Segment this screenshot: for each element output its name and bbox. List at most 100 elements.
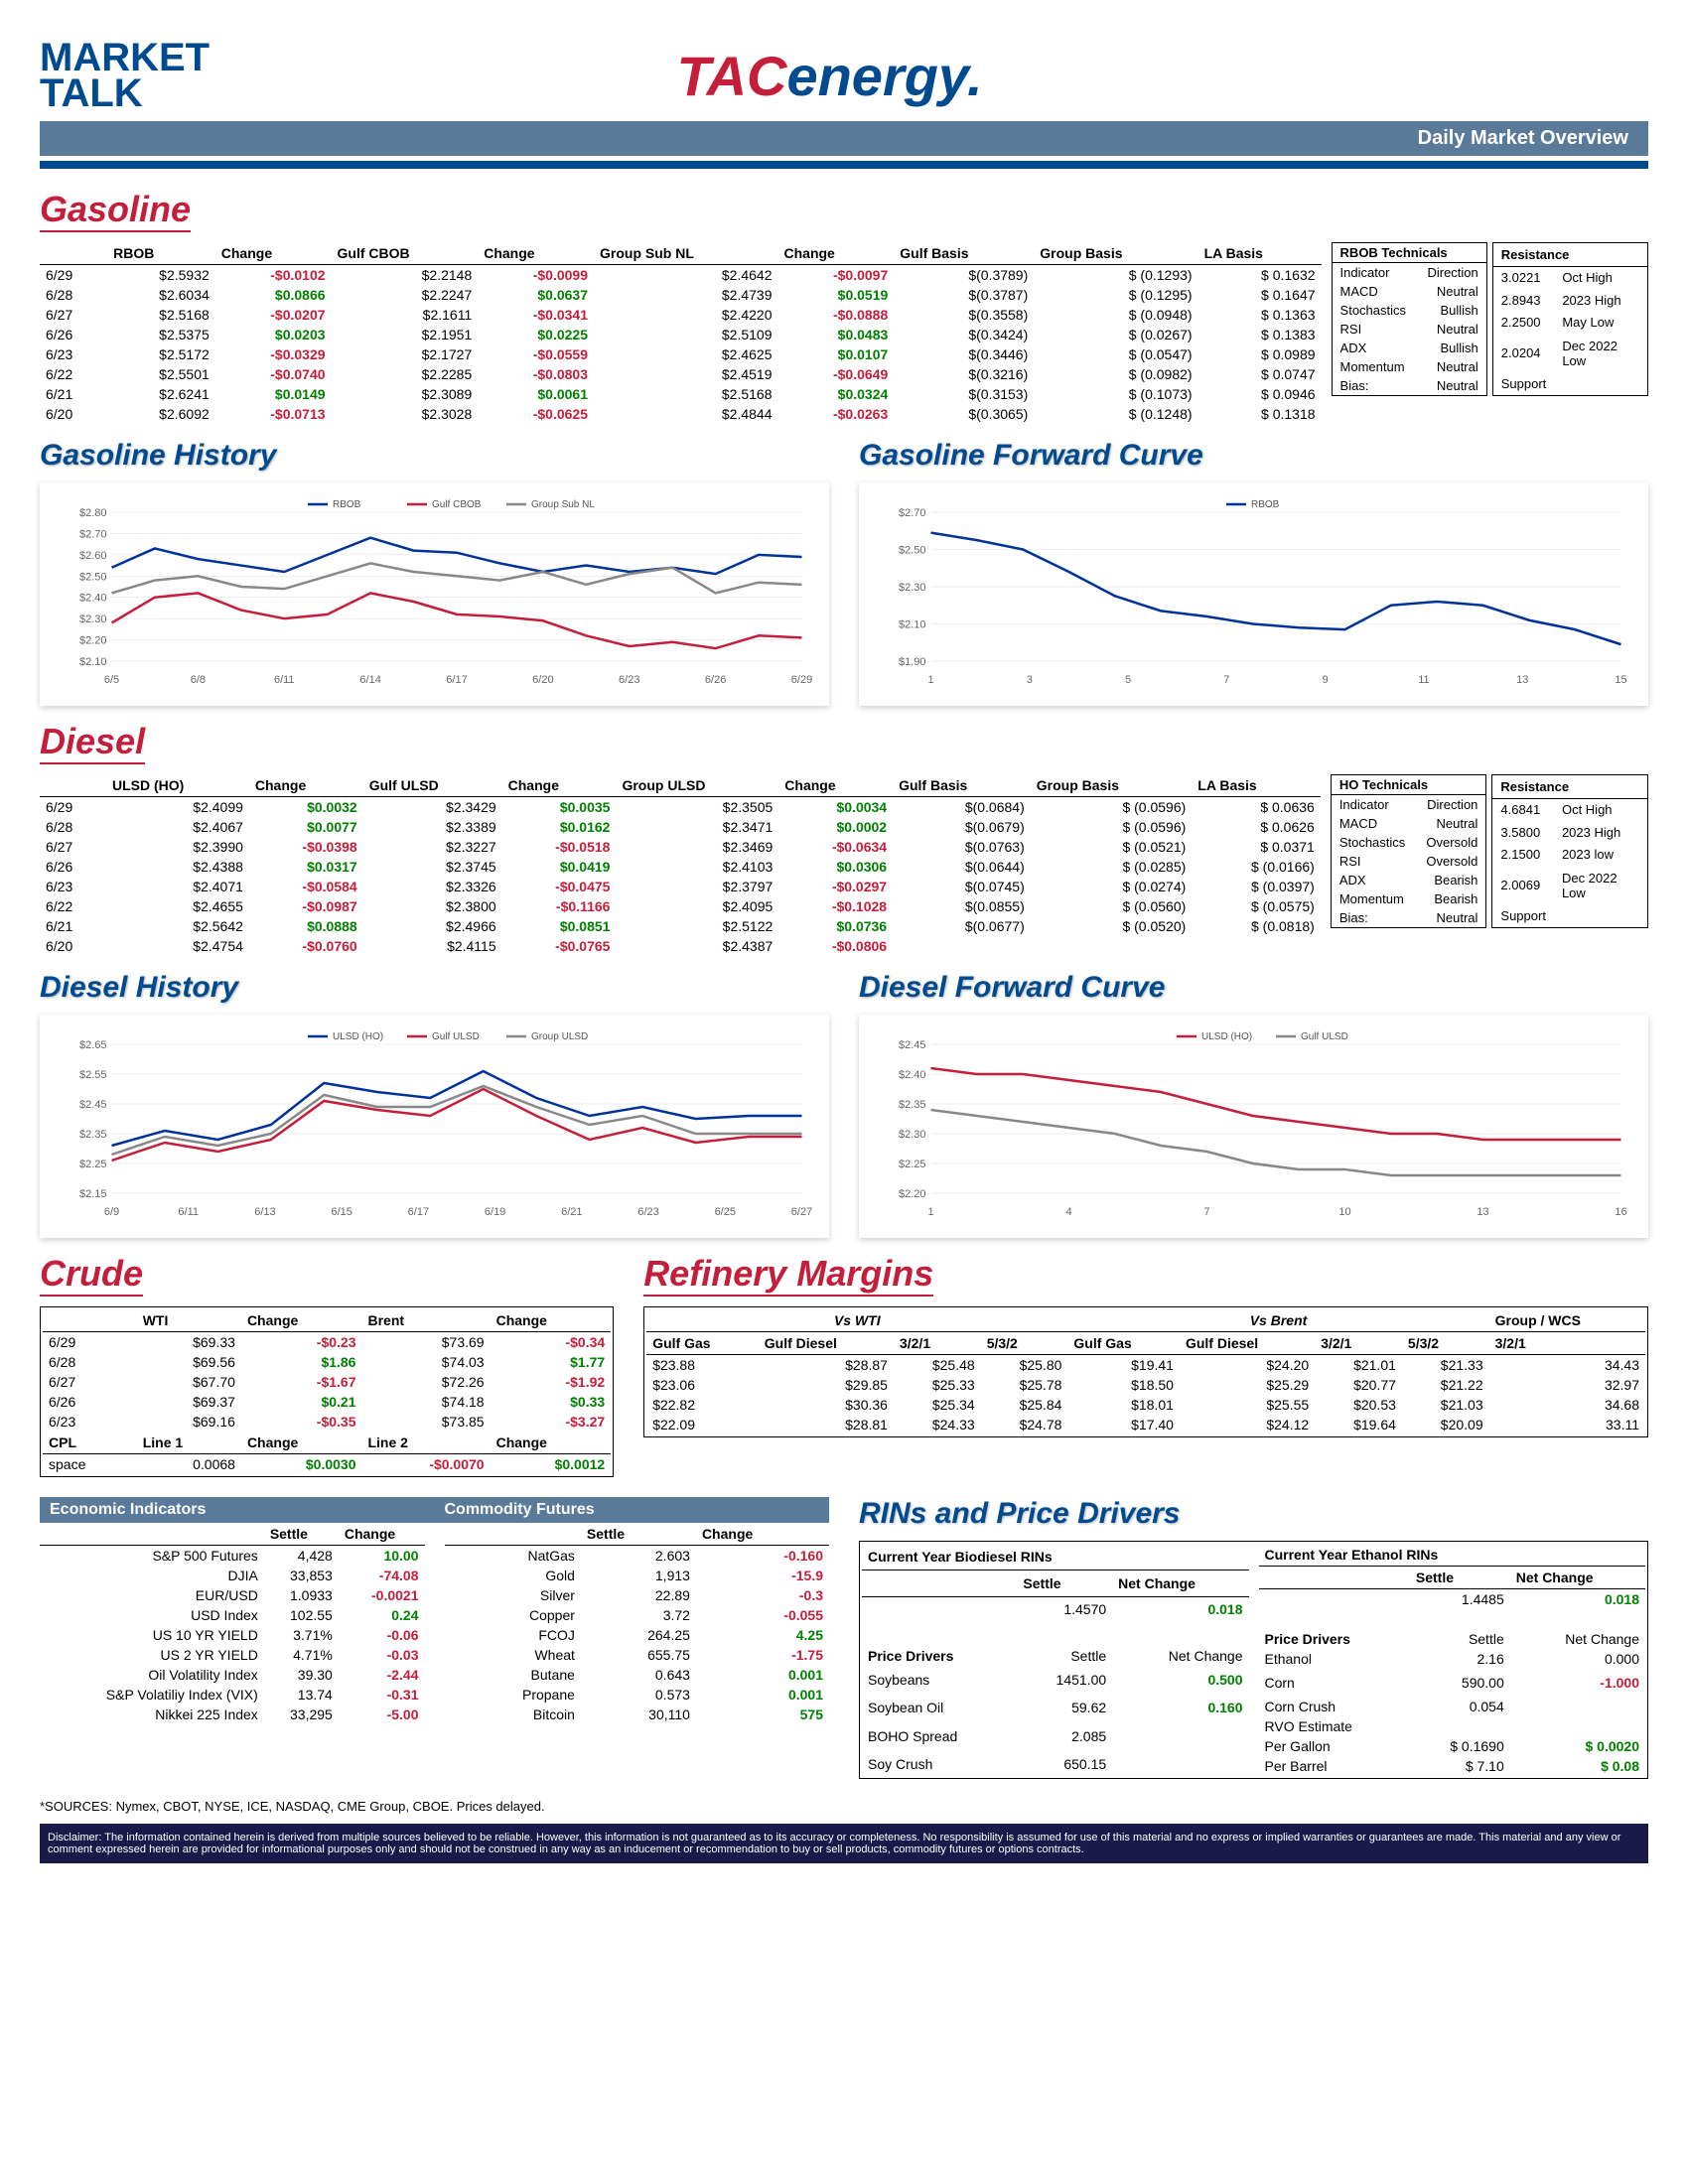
svg-text:$2.55: $2.55 [79,1069,107,1081]
svg-text:6/13: 6/13 [254,1206,275,1218]
svg-text:ULSD (HO): ULSD (HO) [333,1031,383,1042]
svg-text:Gulf ULSD: Gulf ULSD [432,1031,480,1042]
svg-text:$2.60: $2.60 [79,550,107,562]
svg-text:7: 7 [1203,1206,1209,1218]
market-talk-logo: MARKETTALK [40,40,210,111]
sources-text: *SOURCES: Nymex, CBOT, NYSE, ICE, NASDAQ… [40,1799,1648,1814]
svg-text:6/14: 6/14 [359,674,380,686]
svg-text:$2.70: $2.70 [899,507,926,519]
svg-text:6/23: 6/23 [619,674,639,686]
gas-fwd-chart: $1.90$2.10$2.30$2.50$2.7013579111315RBOB [859,482,1648,706]
gas-history-title: Gasoline History [40,439,276,473]
svg-text:$2.10: $2.10 [79,656,107,668]
svg-text:6/11: 6/11 [178,1206,199,1218]
svg-text:$2.40: $2.40 [79,593,107,605]
svg-text:$2.30: $2.30 [79,614,107,625]
svg-text:10: 10 [1338,1206,1350,1218]
svg-text:6/25: 6/25 [715,1206,736,1218]
rins-right-table: Current Year Ethanol RINsSettleNet Chang… [1259,1544,1646,1776]
svg-text:13: 13 [1477,1206,1488,1218]
svg-text:$2.25: $2.25 [899,1159,926,1170]
svg-text:$2.25: $2.25 [79,1159,107,1170]
svg-text:$2.70: $2.70 [79,528,107,540]
svg-text:$2.20: $2.20 [899,1188,926,1200]
svg-text:9: 9 [1323,674,1329,686]
diesel-section: ULSD (HO)ChangeGulf ULSDChangeGroup ULSD… [40,774,1648,956]
diesel-fwd-chart: $2.20 $2.25 $2.30 $2.35 $2.40 $2.45 1 4 7 10 13 16 U… [859,1015,1648,1238]
svg-text:6/8: 6/8 [191,674,206,686]
svg-text:RBOB: RBOB [1251,499,1280,510]
svg-text:$2.45: $2.45 [79,1099,107,1111]
svg-text:6/15: 6/15 [331,1206,352,1218]
svg-text:6/29: 6/29 [791,674,812,686]
svg-text:$2.65: $2.65 [79,1039,107,1051]
svg-text:6/17: 6/17 [408,1206,429,1218]
disclaimer-text: Disclaimer: The information contained he… [40,1824,1648,1863]
diesel-fwd-title: Diesel Forward Curve [859,971,1165,1005]
banner-title: Daily Market Overview [40,121,1648,156]
gasoline-section: RBOBChangeGulf CBOBChangeGroup Sub NLCha… [40,242,1648,424]
svg-text:6/27: 6/27 [791,1206,812,1218]
svg-text:RBOB: RBOB [333,499,361,510]
diesel-title: Diesel [40,721,145,764]
gas-history-chart: $2.10 $2.20 $2.30 $2.40 $2.50 $2.60 $2.70 $2.80… [40,482,829,706]
header: MARKETTALK TACenergy. [40,40,1648,111]
rins-title: RINs and Price Drivers [859,1497,1180,1531]
ho-technicals: HO TechnicalsIndicatorDirectionMACDNeutr… [1331,774,1487,928]
svg-text:Group Sub NL: Group Sub NL [531,499,595,510]
commodity-futures-table: SettleChangeNatGas2.603-0.160Gold1,913-1… [445,1523,830,1724]
svg-text:$2.40: $2.40 [899,1069,926,1081]
svg-text:$2.45: $2.45 [899,1039,926,1051]
svg-text:5: 5 [1125,674,1131,686]
svg-text:$2.35: $2.35 [899,1099,926,1111]
rbob-resistance: Resistance3.0221Oct High2.89432023 High2… [1492,242,1648,396]
gas-fwd-title: Gasoline Forward Curve [859,439,1203,473]
svg-text:6/19: 6/19 [485,1206,505,1218]
svg-text:15: 15 [1615,674,1626,686]
crude-table: WTIChangeBrentChange6/29$69.33-$0.23$73.… [43,1309,611,1474]
svg-text:6/26: 6/26 [705,674,726,686]
rins-left-table: Current Year Biodiesel RINsSettleNet Cha… [862,1544,1249,1776]
econ-header: Economic Indicators [40,1497,435,1523]
svg-text:Group ULSD: Group ULSD [531,1031,588,1042]
svg-text:13: 13 [1516,674,1528,686]
svg-text:6/9: 6/9 [104,1206,119,1218]
svg-text:$2.10: $2.10 [899,619,926,631]
svg-text:7: 7 [1223,674,1229,686]
tac-logo: TACenergy. [677,44,983,108]
svg-text:Gulf CBOB: Gulf CBOB [432,499,482,510]
svg-text:3: 3 [1027,674,1033,686]
svg-text:$2.20: $2.20 [79,635,107,647]
svg-text:ULSD (HO): ULSD (HO) [1201,1031,1252,1042]
divider [40,161,1648,169]
gasoline-table: RBOBChangeGulf CBOBChangeGroup Sub NLCha… [40,242,1322,424]
gasoline-title: Gasoline [40,189,191,232]
svg-text:6/20: 6/20 [532,674,553,686]
svg-text:$2.30: $2.30 [899,582,926,594]
margins-title: Refinery Margins [643,1253,933,1297]
svg-text:6/5: 6/5 [104,674,119,686]
svg-text:1: 1 [927,1206,933,1218]
svg-text:$2.80: $2.80 [79,507,107,519]
svg-text:$2.50: $2.50 [79,571,107,583]
svg-text:$2.50: $2.50 [899,545,926,557]
diesel-table: ULSD (HO)ChangeGulf ULSDChangeGroup ULSD… [40,774,1321,956]
svg-text:$1.90: $1.90 [899,656,926,668]
econ-indicators-table: SettleChangeS&P 500 Futures4,42810.00DJI… [40,1523,425,1724]
crude-title: Crude [40,1253,143,1297]
svg-text:$2.35: $2.35 [79,1129,107,1141]
rbob-technicals: RBOB TechnicalsIndicatorDirectionMACDNeu… [1332,242,1487,396]
svg-text:Gulf ULSD: Gulf ULSD [1301,1031,1348,1042]
diesel-history-title: Diesel History [40,971,238,1005]
svg-text:1: 1 [927,674,933,686]
svg-text:11: 11 [1418,674,1429,686]
svg-text:6/23: 6/23 [637,1206,658,1218]
svg-text:$2.15: $2.15 [79,1188,107,1200]
margins-table: Vs WTIVs BrentGroup / WCSGulf GasGulf Di… [646,1309,1645,1434]
svg-text:4: 4 [1065,1206,1071,1218]
svg-text:$2.30: $2.30 [899,1129,926,1141]
commodity-header: Commodity Futures [435,1497,830,1523]
svg-text:6/11: 6/11 [274,674,295,686]
svg-text:16: 16 [1615,1206,1626,1218]
diesel-history-chart: $2.15 $2.25 $2.35 $2.45 $2.55 $2.65 6/9 6/11 6/1… [40,1015,829,1238]
